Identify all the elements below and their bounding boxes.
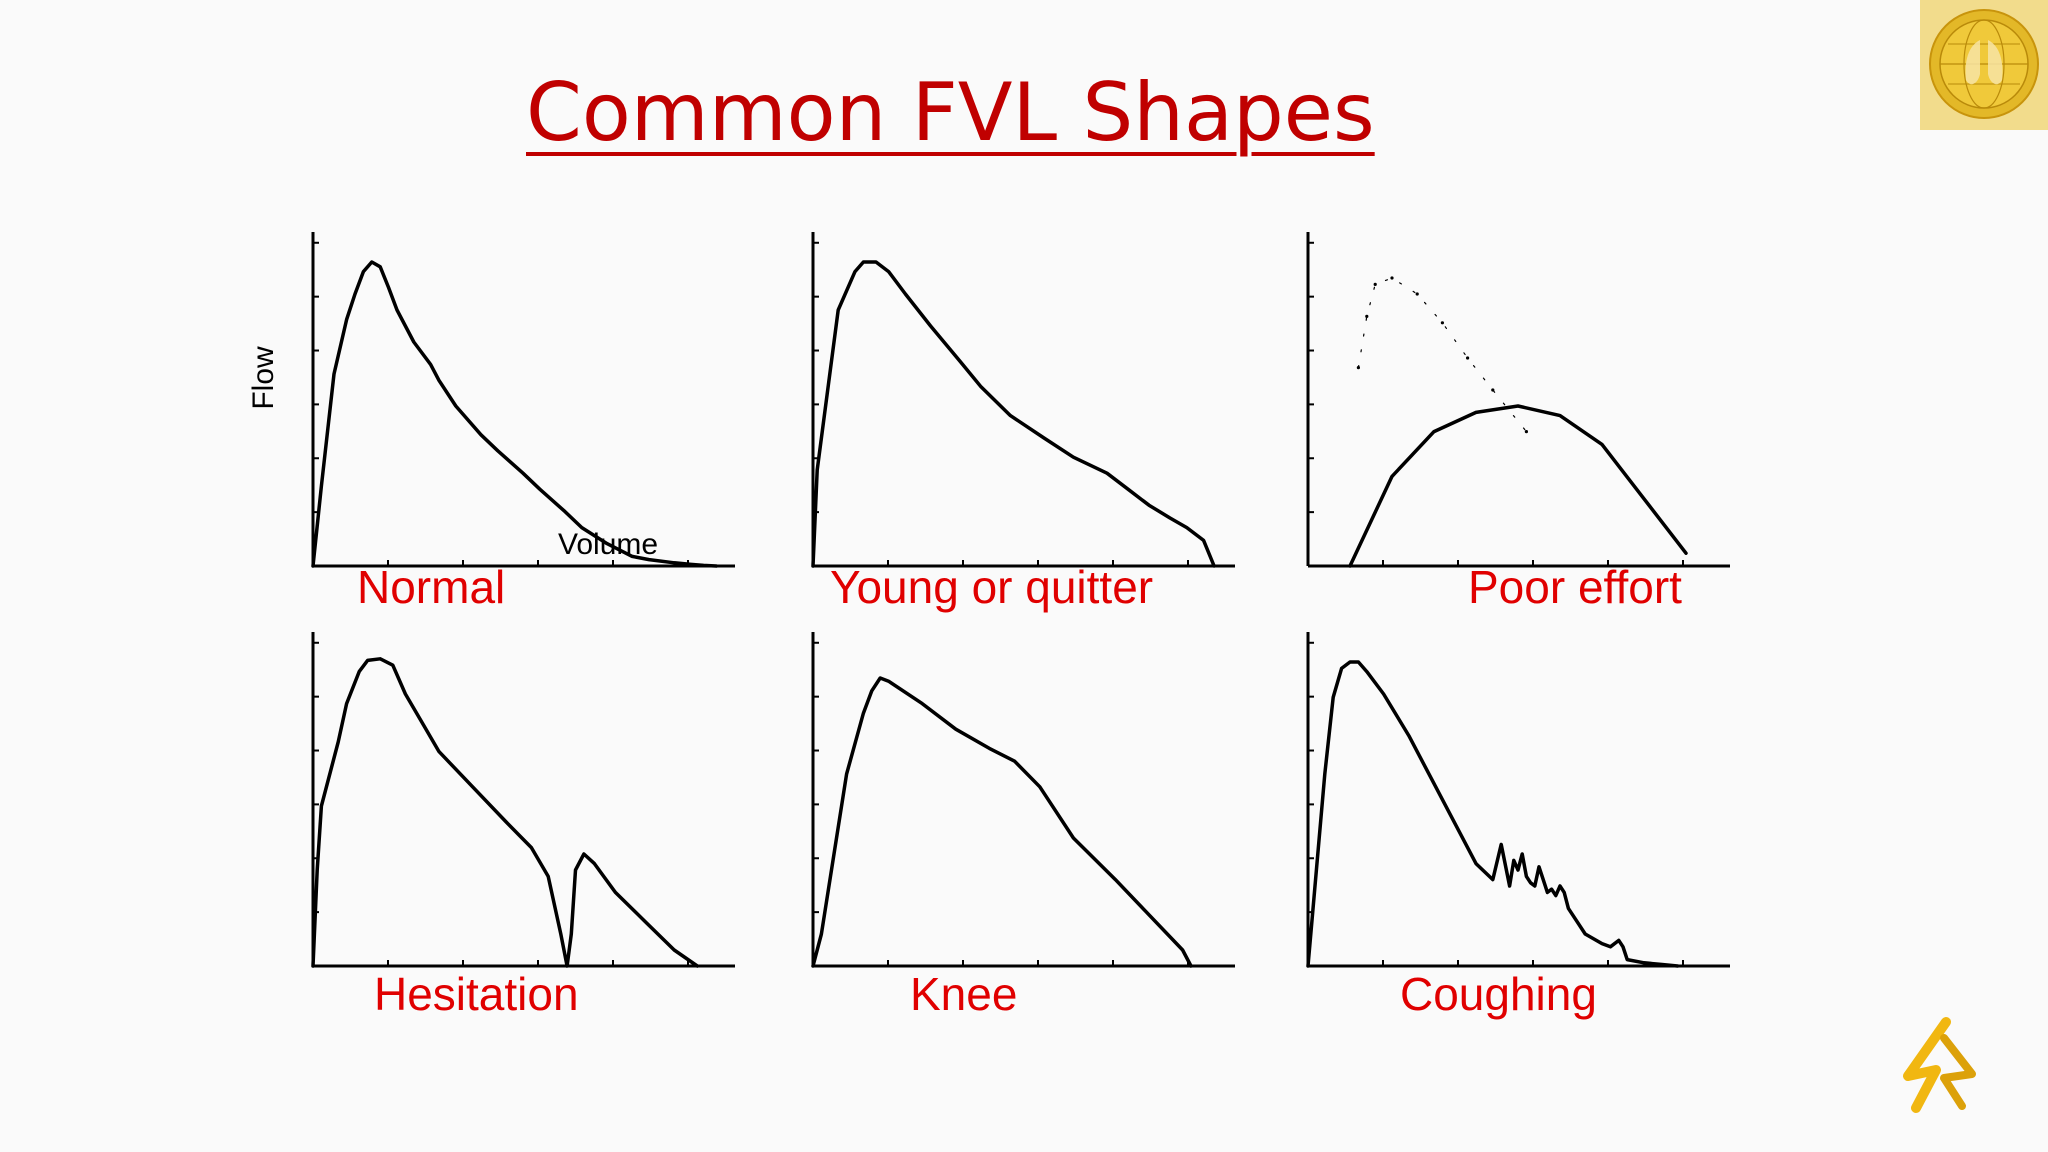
panel-coughing: [1305, 632, 1730, 968]
effort-reference-point: [1365, 314, 1369, 318]
label-hesitation: Hesitation: [374, 968, 579, 1020]
flow-volume-curve: [811, 676, 1193, 968]
panel-knee: [810, 632, 1235, 968]
chart-young-or-quitter: [811, 232, 1235, 568]
flow-volume-curve: [1306, 660, 1680, 968]
effort-reference-point: [1524, 430, 1528, 434]
gold-logo-icon: [1920, 0, 2048, 130]
flow-volume-curve: [311, 260, 718, 568]
label-normal: Normal: [357, 561, 506, 613]
chart-normal: [311, 232, 735, 568]
y-axis-label: Flow: [247, 346, 280, 410]
chart-poor-effort: [1306, 232, 1730, 568]
effort-reference-point: [1415, 292, 1419, 296]
flow-volume-curve: [311, 657, 700, 968]
panel-young-or-quitter: [810, 232, 1235, 568]
label-knee: Knee: [910, 968, 1018, 1020]
flow-volume-curve: [1348, 404, 1688, 568]
gold-swirl-icon: [1896, 1016, 1986, 1116]
x-axis-label: Volume: [558, 528, 659, 561]
effort-reference-curve: [1357, 277, 1527, 433]
panel-poor-effort: [1305, 232, 1730, 568]
label-poor-effort: Poor effort: [1468, 561, 1682, 613]
label-young-or-quitter: Young or quitter: [830, 561, 1154, 613]
flow-volume-curve: [811, 260, 1216, 568]
effort-reference-point: [1373, 282, 1377, 286]
chart-hesitation: [311, 632, 735, 968]
page-title: Common FVL Shapes: [526, 66, 1375, 159]
effort-reference-point: [1390, 276, 1394, 280]
panel-hesitation: [310, 632, 735, 968]
gold-globe-lungs-icon: [1929, 9, 2039, 119]
chart-coughing: [1306, 632, 1730, 968]
effort-reference-point: [1440, 321, 1444, 325]
panel-normal: [310, 232, 735, 568]
effort-reference-point: [1466, 356, 1470, 360]
label-coughing: Coughing: [1400, 968, 1597, 1020]
chart-knee: [811, 632, 1235, 968]
